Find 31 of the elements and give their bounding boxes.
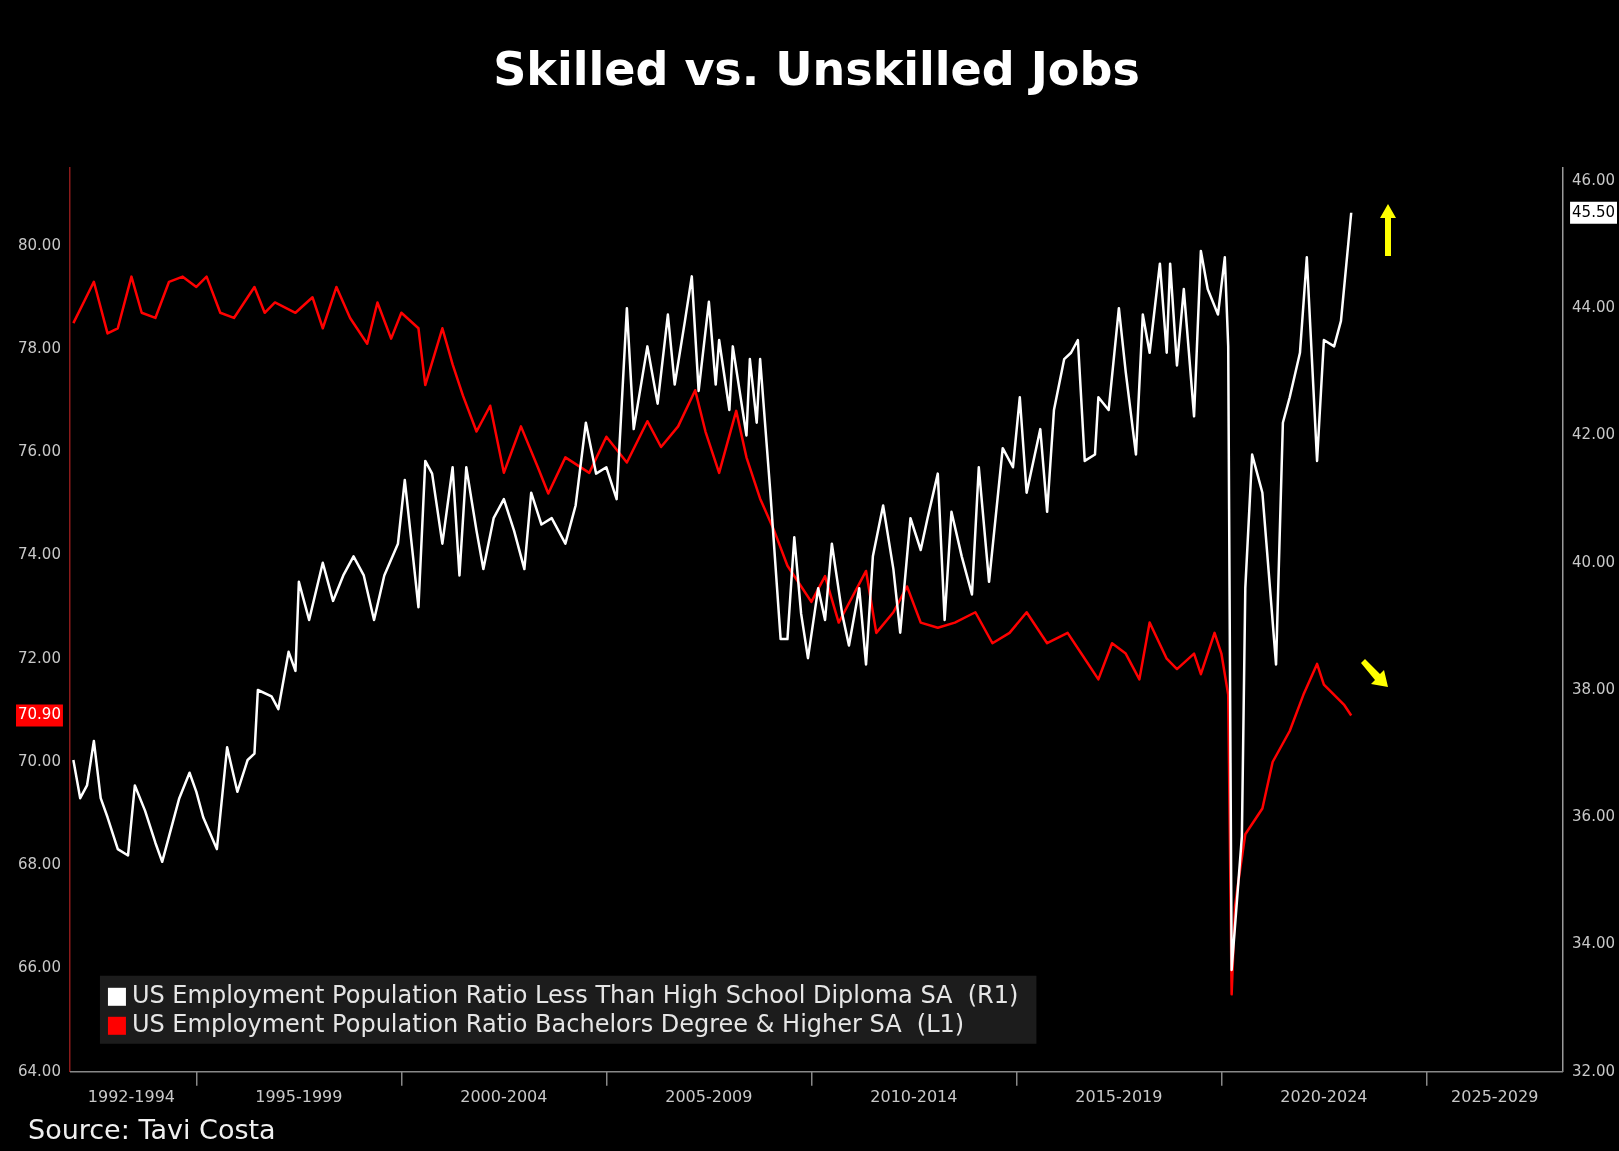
x-tick-label: 2005-2009: [665, 1086, 753, 1106]
y-tick-label: 68.00: [17, 855, 61, 874]
x-tick-label: 2020-2024: [1280, 1086, 1368, 1106]
y2-tick-label: 40.00: [1572, 552, 1616, 571]
chart-title: Skilled vs. Unskilled Jobs: [493, 41, 1140, 96]
y2-tick-label: 45.50: [1572, 202, 1616, 221]
y2-tick-label: 36.00: [1572, 807, 1616, 826]
y2-tick-label: 38.00: [1572, 679, 1616, 698]
y2-tick-label: 42.00: [1572, 425, 1616, 444]
y-tick-label: 72.00: [17, 648, 61, 667]
y2-tick-label: 46.00: [1572, 170, 1616, 189]
y2-tick-label: 34.00: [1572, 934, 1616, 953]
x-tick-label: 2010-2014: [870, 1086, 958, 1106]
y2-tick-label: 44.00: [1572, 298, 1616, 317]
y-tick-label: 66.00: [17, 958, 61, 977]
y-tick-label: 76.00: [17, 442, 61, 461]
y-tick-label: 78.00: [17, 338, 61, 357]
y-tick-label: 80.00: [17, 235, 61, 254]
y-tick-label: 70.90: [17, 705, 61, 724]
y-tick-label: 74.00: [17, 545, 61, 564]
x-tick-label: 2000-2004: [460, 1086, 548, 1106]
legend-label: US Employment Population Ratio Bachelors Degree & Higher SA (L1): [131, 1010, 965, 1039]
x-tick-label: 1992-1994: [87, 1086, 176, 1106]
x-tick-label: 2015-2019: [1075, 1086, 1163, 1106]
y-tick-label: 64.00: [17, 1061, 61, 1080]
x-tick-label: 2025-2029: [1451, 1086, 1539, 1106]
y-tick-label: 70.00: [17, 751, 61, 770]
y2-tick-label: 32.00: [1572, 1061, 1616, 1080]
x-tick-label: 1995-1999: [255, 1086, 343, 1106]
legend-label: US Employment Population Ratio Less Than High School Diploma SA (R1): [131, 981, 1019, 1010]
source-note: Source: Tavi Costa: [28, 1113, 276, 1145]
